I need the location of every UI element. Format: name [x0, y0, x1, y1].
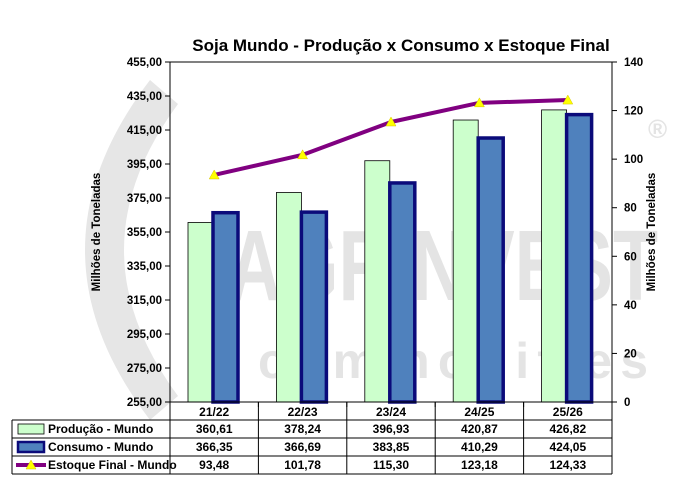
- data-label: 93,48: [199, 458, 229, 472]
- right-tick-label: 100: [624, 154, 643, 166]
- estoque-marker: [562, 94, 574, 105]
- estoque-marker: [473, 97, 485, 108]
- y-axis-label: Milhões de Toneladas: [91, 173, 103, 292]
- bar-consumo: [476, 136, 505, 404]
- bar-consumo: [211, 210, 240, 404]
- left-tick-label: 335,00: [127, 261, 162, 273]
- left-axis: 255,00 275,00 295,00 315,00 335,00 355,00 375,…: [127, 57, 170, 409]
- series-name: Consumo - Mundo: [48, 440, 153, 454]
- data-label: 396,93: [373, 422, 410, 436]
- bar-consumo: [564, 112, 594, 404]
- data-label: 115,30: [373, 458, 409, 472]
- bar-series: [187, 109, 594, 404]
- data-table: 21/22 22/23 23/24 24/25 25/26 Produção - Mund…: [11, 401, 613, 475]
- y2-axis-label: Milhões de Toneladas: [646, 173, 658, 292]
- watermark-registered: ®: [648, 114, 667, 144]
- data-label: 360,61: [196, 422, 233, 436]
- right-tick-label: 120: [624, 106, 643, 118]
- category-label: 21/22: [199, 405, 229, 419]
- bar-producao: [275, 192, 302, 403]
- estoque-marker: [208, 169, 220, 180]
- bar-producao: [187, 222, 214, 403]
- legend-key: [16, 440, 46, 454]
- data-label: 366,35: [196, 440, 233, 454]
- data-label: 123,18: [461, 458, 498, 472]
- data-label: 424,05: [549, 440, 586, 454]
- estoque-line: [213, 98, 568, 177]
- data-label: 420,87: [461, 422, 498, 436]
- watermark-swoosh: [85, 80, 178, 420]
- left-tick-label: 315,00: [127, 295, 162, 307]
- left-tick-label: 355,00: [127, 227, 162, 239]
- bar-consumo: [388, 181, 417, 404]
- left-tick-label: 415,00: [127, 125, 162, 137]
- right-tick-label: 80: [624, 203, 637, 215]
- bar-producao: [452, 119, 479, 403]
- line-series: [208, 94, 574, 180]
- bar-producao: [541, 109, 567, 403]
- left-tick-label: 275,00: [127, 363, 162, 375]
- data-label: 426,82: [549, 422, 586, 436]
- left-tick-label: 255,00: [127, 397, 162, 409]
- estoque-marker: [297, 149, 309, 160]
- estoque-marker: [385, 116, 397, 127]
- category-label: 24/25: [464, 405, 494, 419]
- legend-key: [17, 423, 45, 435]
- left-tick-label: 435,00: [127, 91, 162, 103]
- data-label: 410,29: [461, 440, 498, 454]
- right-tick-label: 20: [624, 348, 637, 360]
- bar-consumo: [299, 210, 329, 404]
- data-label: 101,78: [284, 458, 321, 472]
- category-label: 23/24: [376, 405, 406, 419]
- right-axis: 0 20 40 60 80 100 120 140: [612, 57, 643, 409]
- data-label: 366,69: [284, 440, 321, 454]
- data-label: 383,85: [373, 440, 410, 454]
- series-name: Estoque Final - Mundo: [48, 458, 177, 472]
- data-label: 124,33: [549, 458, 586, 472]
- legend-key-marker: [25, 459, 37, 470]
- right-tick-label: 40: [624, 300, 637, 312]
- category-label: 22/23: [288, 405, 318, 419]
- chart-title: Soja Mundo - Produção x Consumo x Estoqu…: [192, 36, 609, 55]
- left-tick-label: 295,00: [127, 329, 162, 341]
- bar-producao: [364, 160, 391, 403]
- right-tick-label: 60: [624, 251, 637, 263]
- right-tick-label: 0: [624, 397, 630, 409]
- data-label: 378,24: [284, 422, 321, 436]
- left-tick-label: 375,00: [127, 193, 162, 205]
- series-name: Produção - Mundo: [48, 422, 153, 436]
- category-label: 25/26: [553, 405, 583, 419]
- right-tick-label: 140: [624, 57, 643, 69]
- left-tick-label: 395,00: [127, 159, 162, 171]
- left-tick-label: 455,00: [127, 57, 162, 69]
